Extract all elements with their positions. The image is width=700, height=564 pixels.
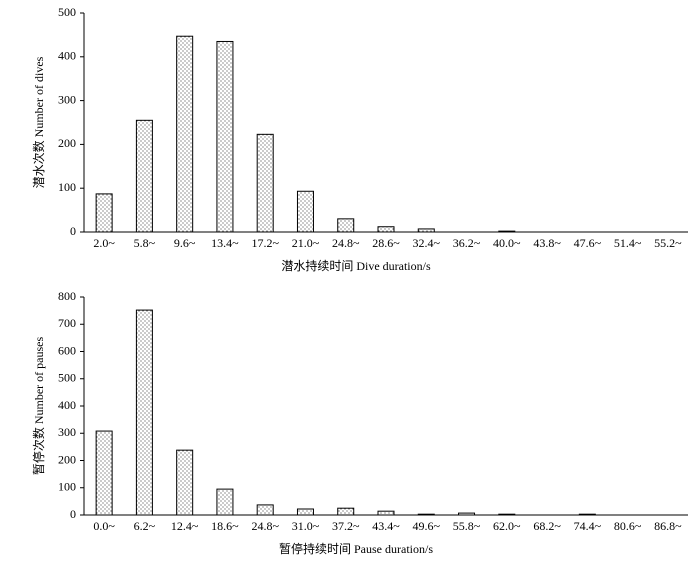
bar — [256, 133, 274, 233]
bar — [216, 488, 234, 516]
y-tick-label: 400 — [58, 49, 76, 63]
bar — [377, 510, 395, 516]
bar — [135, 119, 153, 233]
y-tick-label: 700 — [58, 316, 76, 330]
x-tick-label: 36.2~ — [453, 236, 481, 250]
x-tick-label: 37.2~ — [332, 519, 360, 533]
x-tick-label: 24.8~ — [332, 236, 360, 250]
x-tick-label: 40.0~ — [493, 236, 521, 250]
x-tick-label: 47.6~ — [574, 236, 602, 250]
x-tick-label: 86.8~ — [654, 519, 682, 533]
x-tick-label: 80.6~ — [614, 519, 642, 533]
y-axis-title: 暂停次数 Number of pauses — [31, 337, 46, 476]
bar — [337, 218, 355, 233]
x-tick-label: 55.8~ — [453, 519, 481, 533]
bar — [296, 508, 314, 516]
y-tick-label: 0 — [70, 224, 76, 238]
bar — [135, 309, 153, 516]
bar — [176, 35, 194, 233]
x-tick-label: 62.0~ — [493, 519, 521, 533]
x-tick-label: 55.2~ — [654, 236, 682, 250]
x-tick-label: 24.8~ — [251, 519, 279, 533]
x-tick-label: 68.2~ — [533, 519, 561, 533]
x-tick-label: 21.0~ — [292, 236, 320, 250]
x-axis-title: 潜水持续时间 Dive duration/s — [281, 258, 431, 273]
y-tick-label: 0 — [70, 507, 76, 521]
x-tick-label: 18.6~ — [211, 519, 239, 533]
y-tick-label: 400 — [58, 398, 76, 412]
y-tick-label: 100 — [58, 180, 76, 194]
x-tick-label: 9.6~ — [174, 236, 196, 250]
bar — [498, 513, 516, 516]
bar — [95, 193, 113, 233]
x-tick-label: 0.0~ — [93, 519, 115, 533]
bar — [458, 512, 476, 516]
x-tick-label: 28.6~ — [372, 236, 400, 250]
bar — [95, 430, 113, 516]
bar — [256, 504, 274, 516]
y-tick-label: 800 — [58, 289, 76, 303]
x-tick-label: 51.4~ — [614, 236, 642, 250]
x-tick-label: 17.2~ — [251, 236, 279, 250]
x-tick-label: 2.0~ — [93, 236, 115, 250]
x-tick-label: 43.4~ — [372, 519, 400, 533]
x-tick-label: 31.0~ — [292, 519, 320, 533]
bar — [337, 507, 355, 516]
bar — [216, 40, 234, 233]
y-tick-label: 300 — [58, 92, 76, 106]
bar — [578, 513, 596, 516]
x-tick-label: 5.8~ — [134, 236, 156, 250]
bar — [176, 449, 194, 516]
y-tick-label: 300 — [58, 425, 76, 439]
y-tick-label: 500 — [58, 5, 76, 19]
x-tick-label: 43.8~ — [533, 236, 561, 250]
x-tick-label: 32.4~ — [413, 236, 441, 250]
x-tick-label: 13.4~ — [211, 236, 239, 250]
bar — [498, 230, 516, 233]
y-tick-label: 200 — [58, 452, 76, 466]
x-tick-label: 12.4~ — [171, 519, 199, 533]
x-axis-title: 暂停持续时间 Pause duration/s — [279, 541, 433, 556]
y-tick-label: 100 — [58, 480, 76, 494]
bar — [296, 190, 314, 233]
bar — [417, 228, 435, 233]
x-tick-label: 74.4~ — [574, 519, 602, 533]
y-tick-label: 600 — [58, 343, 76, 357]
bar — [417, 513, 435, 516]
x-tick-label: 49.6~ — [413, 519, 441, 533]
y-axis-title: 潜水次数 Number of dives — [31, 56, 46, 188]
bar — [377, 226, 395, 233]
y-tick-label: 500 — [58, 371, 76, 385]
y-tick-label: 200 — [58, 136, 76, 150]
x-tick-label: 6.2~ — [134, 519, 156, 533]
